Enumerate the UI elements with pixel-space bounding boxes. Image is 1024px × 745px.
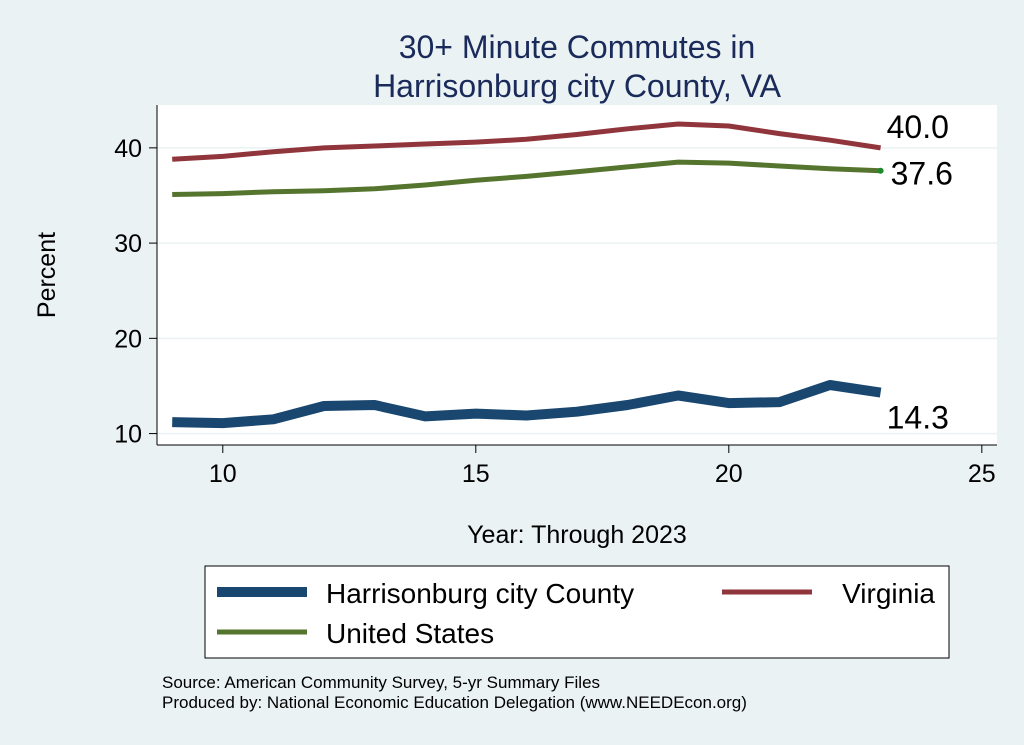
x-tick-label: 20 bbox=[715, 460, 743, 488]
series-lines bbox=[172, 121, 884, 429]
end-label-0: 14.3 bbox=[887, 400, 949, 436]
x-tick-label: 25 bbox=[968, 460, 996, 488]
us-end-point bbox=[877, 167, 884, 174]
x-axis-label: Year: Through 2023 bbox=[467, 521, 687, 549]
y-axis-label: Percent bbox=[33, 232, 61, 318]
series-line-2 bbox=[172, 159, 881, 197]
end-label-2: 37.6 bbox=[891, 156, 953, 192]
y-tick-label: 30 bbox=[114, 230, 142, 258]
y-axis-ticks: 10 20 30 40 bbox=[114, 135, 157, 449]
end-label-1: 40.0 bbox=[887, 109, 949, 145]
legend: Harrisonburg city County Virginia United… bbox=[204, 565, 950, 659]
x-tick-label: 10 bbox=[209, 460, 237, 488]
y-tick-label: 10 bbox=[114, 421, 142, 449]
series-line-1 bbox=[172, 121, 881, 162]
footer-source: Source: American Community Survey, 5-yr … bbox=[162, 673, 600, 692]
series-line-0 bbox=[172, 380, 882, 429]
x-tick-label: 15 bbox=[462, 460, 490, 488]
legend-box bbox=[204, 565, 950, 659]
legend-label-united-states: United States bbox=[326, 618, 494, 649]
x-axis-ticks: 10 15 20 25 bbox=[209, 445, 996, 488]
legend-label-virginia: Virginia bbox=[842, 578, 935, 609]
y-tick-label: 20 bbox=[114, 325, 142, 353]
legend-label-harrisonburg: Harrisonburg city County bbox=[326, 578, 634, 609]
y-tick-label: 40 bbox=[114, 135, 142, 163]
chart-title-line-1: 30+ Minute Commutes in bbox=[399, 29, 756, 65]
chart-title-line-2: Harrisonburg city County, VA bbox=[373, 68, 782, 104]
footer-produced: Produced by: National Economic Education… bbox=[162, 693, 747, 712]
end-labels: 14.3 40.0 37.6 bbox=[887, 109, 953, 436]
